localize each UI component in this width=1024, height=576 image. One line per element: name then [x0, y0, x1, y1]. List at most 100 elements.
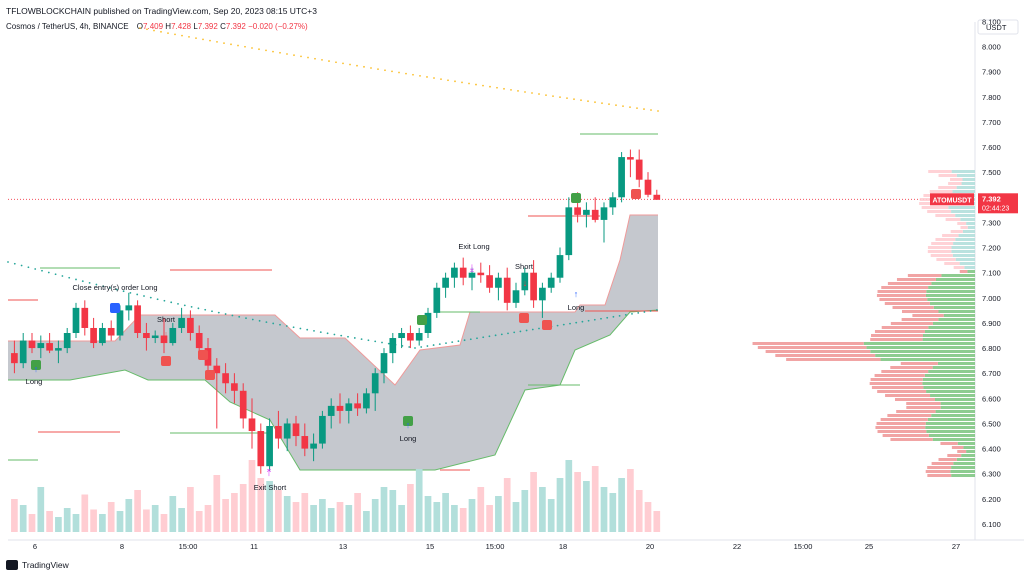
- candle-body: [477, 272, 485, 276]
- ma-dot: [68, 276, 71, 279]
- candle-body: [565, 207, 573, 256]
- ma-yellow-dot: [139, 27, 141, 29]
- profile-bar-up: [880, 358, 975, 361]
- profile-bar-down: [881, 326, 929, 329]
- candle-body: [222, 373, 229, 384]
- ma-dot: [95, 283, 98, 286]
- trailing-stop-band: [8, 214, 659, 471]
- volume-bar: [319, 499, 326, 532]
- candle-body: [125, 305, 133, 311]
- ma-dot: [61, 275, 64, 277]
- candle-body: [213, 365, 221, 374]
- volume-bar: [627, 469, 634, 532]
- ma-yellow-dot: [594, 101, 596, 104]
- profile-bar-down: [928, 170, 952, 173]
- profile-bar-up: [926, 390, 975, 393]
- long-arrow: ↑: [406, 420, 411, 430]
- candle-body: [81, 307, 89, 328]
- time-tick: 15: [426, 542, 434, 551]
- volume-bar: [143, 509, 150, 532]
- ma-yellow-dot: [258, 48, 260, 51]
- profile-bar-down: [927, 466, 952, 469]
- profile-bar-up: [966, 222, 975, 225]
- profile-bar-up: [956, 186, 975, 189]
- volume-bar: [239, 484, 247, 532]
- profile-bar-up: [962, 178, 975, 181]
- time-tick: 22: [733, 542, 741, 551]
- candle-body: [99, 327, 106, 344]
- ma-yellow-dot: [426, 76, 428, 78]
- profile-bar-up: [929, 302, 975, 305]
- ma-dot: [7, 261, 9, 263]
- time-tick: 15:00: [794, 542, 813, 551]
- profile-bar-up: [870, 350, 975, 353]
- volume-bar: [292, 502, 300, 532]
- candle-body: [327, 405, 335, 416]
- ma-dot: [494, 334, 497, 337]
- ma-yellow-dot: [342, 62, 344, 65]
- price-tick: 8.000: [982, 43, 1001, 52]
- ma-yellow-dot: [146, 28, 148, 31]
- volume-bar: [389, 490, 397, 532]
- profile-bar-up: [943, 314, 975, 317]
- long-arrow: ↑: [574, 289, 579, 299]
- profile-bar-down: [879, 298, 928, 301]
- ma-dot: [81, 280, 84, 283]
- time-tick: 15:00: [179, 542, 198, 551]
- ma-yellow-dot: [496, 86, 498, 89]
- ma-yellow-dot: [601, 102, 603, 105]
- short-badge: [161, 356, 171, 366]
- profile-bar-down: [884, 302, 930, 305]
- volume-bar: [345, 505, 353, 532]
- profile-bar-up: [932, 322, 975, 325]
- candle-body: [627, 157, 634, 160]
- time-tick: 11: [250, 542, 258, 551]
- volume-bar: [609, 493, 617, 532]
- ma-dot: [34, 268, 37, 270]
- annotation-label: Exit Long: [458, 242, 489, 251]
- profile-bar-up: [951, 250, 975, 253]
- profile-bar-down: [871, 334, 924, 337]
- profile-bar-down: [912, 314, 944, 317]
- volume-bar: [283, 496, 291, 532]
- ma-dot: [122, 290, 125, 293]
- profile-bar-down: [901, 318, 939, 321]
- volume-bar: [477, 487, 485, 532]
- profile-bar-down: [881, 286, 929, 289]
- ma-dot: [163, 299, 166, 302]
- profile-bar-down: [927, 210, 952, 213]
- candles[interactable]: [11, 149, 661, 474]
- volume-bar: [72, 514, 80, 532]
- candle-body: [151, 335, 159, 339]
- signal-markers: Long Close entry(s) order Long Short Exit S…: [26, 189, 641, 492]
- profile-bar-down: [890, 438, 933, 441]
- ma-yellow-dot: [335, 61, 337, 64]
- profile-bar-up: [951, 474, 975, 477]
- candle-body: [512, 290, 520, 303]
- profile-bar-up: [961, 182, 975, 185]
- profile-bar-down: [929, 190, 953, 193]
- profile-bar-down: [882, 434, 929, 437]
- profile-bar-down: [887, 414, 932, 417]
- symbol-name[interactable]: Cosmos / TetherUS, 4h, BINANCE: [6, 22, 129, 31]
- candle-body: [160, 335, 168, 344]
- profile-bar-down: [894, 398, 935, 401]
- profile-bar-down: [876, 294, 926, 297]
- volume-bar: [354, 493, 361, 532]
- ma-yellow-dot: [272, 50, 274, 53]
- candle-body: [319, 415, 326, 444]
- long-badge: [403, 416, 413, 426]
- profile-bar-down: [953, 266, 965, 269]
- profile-bar-up: [941, 274, 975, 277]
- ma-yellow-dot: [153, 29, 155, 32]
- candle-body: [574, 207, 581, 215]
- volume-bar: [125, 499, 133, 532]
- profile-bar-up: [933, 306, 975, 309]
- band-fill: [8, 215, 658, 470]
- candle-body: [433, 287, 441, 313]
- time-axis[interactable]: 6 8 15:00 11 13 15 15:00 18 20 22 15:00 25 27: [33, 542, 960, 551]
- candle-body: [521, 272, 529, 291]
- profile-bar-down: [930, 254, 953, 257]
